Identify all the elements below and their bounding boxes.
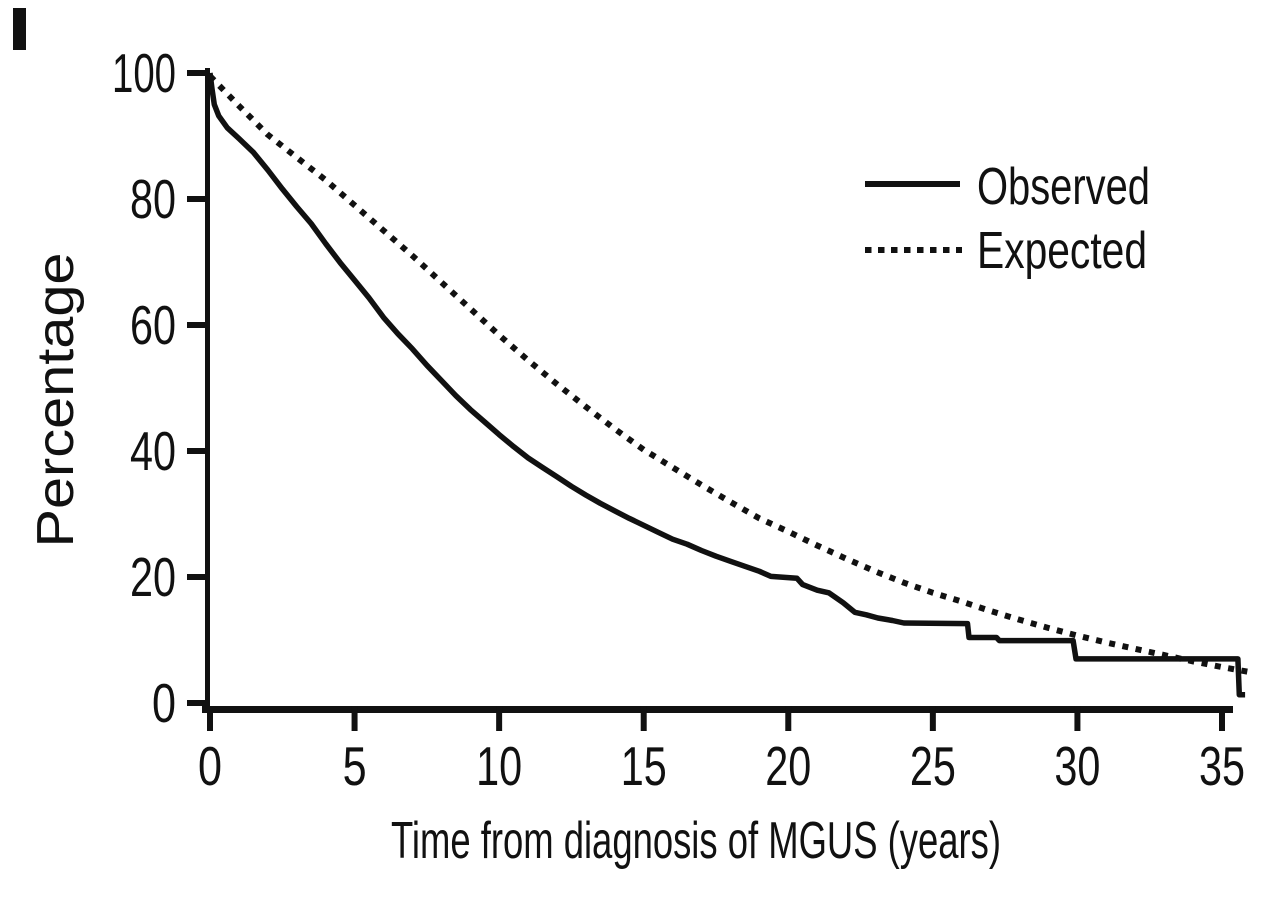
y-tick-label: 80	[130, 168, 176, 230]
x-tick-label: 10	[476, 735, 522, 797]
y-tick-label: 0	[152, 672, 176, 734]
y-tick-label: 40	[130, 420, 176, 482]
x-tick-label: 0	[198, 735, 222, 797]
x-tick-label: 30	[1054, 735, 1100, 797]
legend-expected-label: Expected	[977, 222, 1147, 280]
y-tick-label: 20	[130, 546, 176, 608]
expected-curve	[207, 74, 1255, 676]
axes: 0 20 40 60 80 100 0 5 10 15 20 25 30 35	[112, 42, 1245, 797]
x-axis-title: Time from diagnosis of MGUS (years)	[391, 812, 1001, 870]
series-curves	[207, 72, 1255, 698]
x-tick-label: 35	[1199, 735, 1245, 797]
observed-curve	[207, 72, 1246, 698]
y-axis-title: Percentage	[27, 253, 85, 548]
x-tick-label: 25	[910, 735, 956, 797]
x-tick-label: 5	[343, 735, 367, 797]
legend: Observed Expected	[865, 158, 1150, 280]
scan-artifact	[13, 8, 26, 50]
y-tick-label: 60	[130, 294, 176, 356]
legend-observed-label: Observed	[977, 158, 1150, 216]
y-tick-label: 100	[112, 42, 176, 104]
x-tick-label: 20	[765, 735, 811, 797]
x-tick-label: 15	[621, 735, 667, 797]
